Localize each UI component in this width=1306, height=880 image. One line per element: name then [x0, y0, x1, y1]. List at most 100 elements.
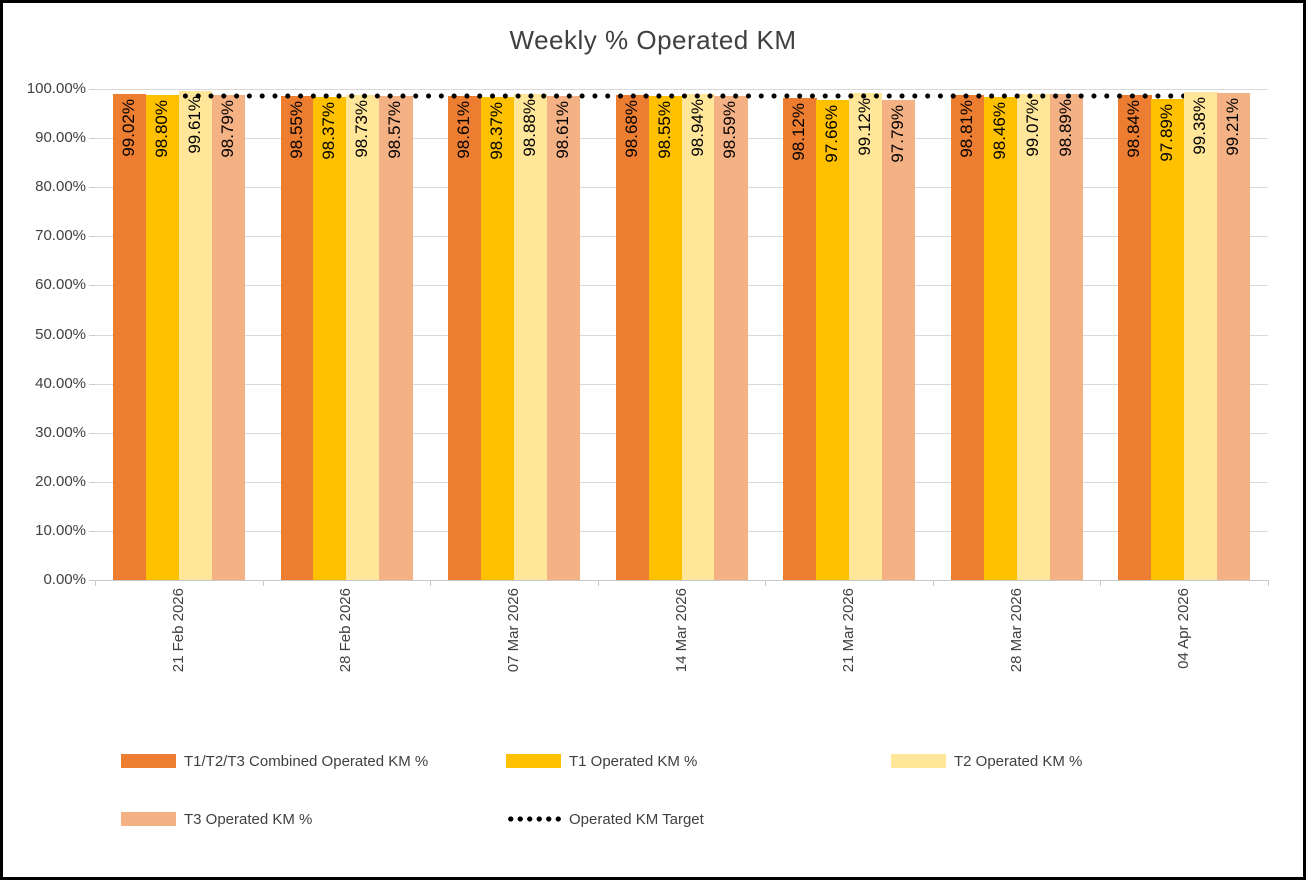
bar-data-label: 98.46% [989, 101, 1009, 160]
bar[interactable] [145, 94, 180, 580]
y-axis-tick [89, 187, 95, 189]
bar-data-label: 98.55% [654, 101, 674, 159]
legend-swatch [891, 754, 946, 768]
y-axis-tick [89, 89, 95, 90]
y-axis-tick [89, 530, 95, 532]
bar[interactable] [1184, 92, 1218, 580]
y-axis-tick [89, 285, 95, 287]
bar-data-label: 98.59% [720, 100, 740, 159]
y-gridline [95, 89, 1268, 90]
bar[interactable] [849, 93, 883, 580]
y-axis-label: 100.00% [26, 80, 86, 97]
y-axis-label: 40.00% [35, 374, 86, 392]
y-axis-tick [89, 580, 95, 581]
legend-label: T2 Operated KM % [954, 752, 1083, 770]
bar-data-label: 99.21% [1223, 97, 1243, 156]
bar[interactable] [648, 96, 682, 580]
legend: T1/T2/T3 Combined Operated KM % T1 Operat… [121, 751, 1281, 829]
legend-item[interactable]: T2 Operated KM % [891, 751, 1276, 771]
y-axis-tick [89, 236, 95, 238]
y-axis-label: 30.00% [35, 423, 86, 441]
bar[interactable] [211, 94, 245, 580]
y-axis-tick [89, 481, 95, 483]
bar-data-label: 98.81% [956, 99, 976, 158]
bar-data-label: 98.89% [1055, 99, 1075, 158]
x-axis-label: 21 Mar 2026 [840, 588, 858, 673]
bar[interactable] [950, 94, 985, 580]
legend-label: Operated KM Target [569, 810, 704, 828]
x-axis-tick [597, 580, 599, 586]
x-axis-tick [1268, 580, 1269, 586]
x-axis-label: 28 Mar 2026 [1007, 588, 1025, 673]
bar[interactable] [1151, 99, 1185, 580]
bar[interactable] [313, 97, 347, 580]
bar-data-label: 97.89% [1157, 104, 1177, 163]
bar-data-label: 99.02% [118, 98, 138, 157]
y-axis-label: 0.00% [43, 571, 86, 588]
y-axis-tick [89, 334, 95, 336]
bar[interactable] [379, 96, 413, 580]
y-axis-label: 90.00% [35, 129, 86, 147]
target-line-icon [506, 816, 561, 822]
bar[interactable] [513, 94, 548, 580]
bar-data-label: 97.66% [822, 105, 842, 164]
bar-data-label: 98.37% [319, 102, 339, 160]
bar[interactable] [983, 96, 1018, 580]
x-axis-tick [932, 580, 934, 586]
legend-label: T3 Operated KM % [184, 810, 313, 828]
y-axis-label: 10.00% [35, 521, 86, 539]
y-axis-label: 60.00% [35, 276, 86, 294]
bar-data-label: 98.37% [487, 102, 507, 160]
y-axis-tick [89, 138, 95, 140]
x-axis-line [95, 580, 1268, 581]
bar[interactable] [881, 99, 916, 580]
x-axis-tick [430, 580, 432, 586]
bar[interactable] [681, 94, 715, 580]
bar[interactable] [1016, 93, 1050, 580]
bar[interactable] [816, 100, 850, 580]
bar-data-label: 98.61% [552, 100, 572, 159]
bar[interactable] [783, 98, 817, 580]
bar[interactable] [615, 95, 649, 580]
legend-item[interactable]: T1 Operated KM % [506, 751, 891, 771]
x-axis-label: 14 Mar 2026 [672, 588, 690, 673]
legend-label: T1/T2/T3 Combined Operated KM % [184, 752, 429, 770]
x-axis-tick [1100, 580, 1102, 586]
y-axis-tick [89, 432, 95, 434]
bar[interactable] [1049, 94, 1083, 580]
y-axis-label: 20.00% [35, 472, 86, 490]
y-axis-tick [89, 383, 95, 385]
bar[interactable] [280, 96, 314, 580]
bar-data-label: 99.61% [184, 95, 204, 154]
x-axis-label: 21 Feb 2026 [169, 588, 187, 673]
chart-title: Weekly % Operated KM [509, 25, 797, 55]
bar[interactable] [546, 95, 581, 580]
target-line[interactable] [178, 93, 1185, 100]
bar-data-label: 98.61% [454, 100, 474, 159]
bar[interactable] [1118, 94, 1152, 580]
legend-item[interactable]: T3 Operated KM % [121, 809, 506, 829]
legend-item[interactable]: Operated KM Target [506, 809, 891, 829]
bar-data-label: 98.84% [1124, 99, 1144, 158]
bar[interactable] [346, 95, 380, 580]
bar[interactable] [178, 90, 213, 580]
legend-item[interactable]: T1/T2/T3 Combined Operated KM % [121, 751, 506, 771]
bar[interactable] [714, 95, 748, 580]
bar[interactable] [112, 93, 147, 580]
y-axis-label: 80.00% [35, 178, 86, 196]
bar-data-label: 97.79% [887, 104, 907, 163]
bar-data-label: 99.38% [1190, 97, 1210, 155]
x-axis-tick [95, 580, 96, 586]
bar-data-label: 98.94% [687, 99, 707, 157]
legend-swatch [506, 754, 561, 768]
bar[interactable] [448, 95, 482, 580]
bar-data-label: 98.88% [519, 99, 539, 158]
x-axis-label: 28 Feb 2026 [337, 588, 355, 673]
bar[interactable] [481, 97, 515, 580]
bar-data-label: 98.57% [385, 101, 405, 159]
bar[interactable] [1217, 92, 1251, 580]
bar-data-label: 99.12% [855, 98, 875, 156]
x-axis-label: 04 Apr 2026 [1175, 588, 1193, 669]
legend-label: T1 Operated KM % [569, 752, 698, 770]
